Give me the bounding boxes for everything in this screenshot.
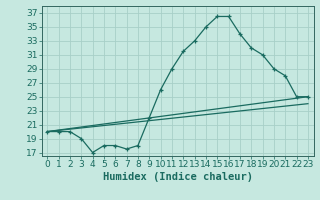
X-axis label: Humidex (Indice chaleur): Humidex (Indice chaleur) <box>103 172 252 182</box>
